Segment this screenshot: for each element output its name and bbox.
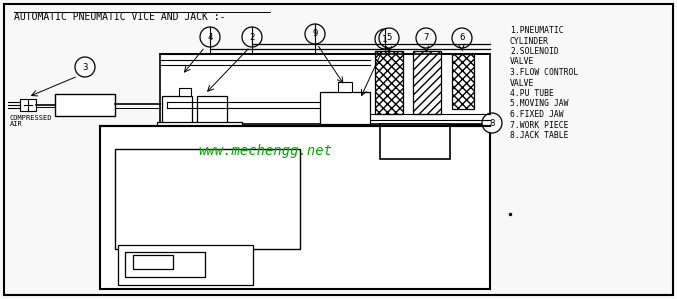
Text: 1: 1 [383, 34, 388, 43]
Circle shape [375, 29, 395, 49]
Text: 6: 6 [459, 33, 464, 42]
Bar [320, 92, 370, 124]
Bar [100, 126, 490, 289]
Text: 3: 3 [83, 62, 88, 71]
Circle shape [200, 27, 220, 47]
Text: 2: 2 [249, 33, 255, 42]
Circle shape [416, 28, 436, 48]
Text: 7.WORK PIECE: 7.WORK PIECE [510, 120, 569, 129]
Bar [115, 149, 300, 249]
Bar [380, 124, 450, 159]
Bar [20, 99, 36, 111]
Circle shape [452, 28, 472, 48]
Bar [160, 54, 490, 124]
Text: 5.MOVING JAW: 5.MOVING JAW [510, 100, 569, 109]
Bar [413, 51, 441, 114]
Text: 6.FIXED JAW: 6.FIXED JAW [510, 110, 564, 119]
Bar [375, 51, 403, 114]
Text: AUTOMATIC PNEUMATIC VICE AND JACK :-: AUTOMATIC PNEUMATIC VICE AND JACK :- [14, 12, 225, 22]
Text: 4: 4 [207, 33, 213, 42]
Text: 4.PU TUBE: 4.PU TUBE [510, 89, 554, 98]
Text: AIR: AIR [10, 121, 23, 127]
Bar [380, 124, 490, 134]
Bar [179, 88, 191, 96]
Text: 9: 9 [312, 30, 318, 39]
Bar [157, 122, 242, 136]
Bar [55, 94, 115, 116]
Text: 7: 7 [423, 33, 429, 42]
Bar [125, 252, 205, 277]
Circle shape [305, 24, 325, 44]
Text: COMPRESSED: COMPRESSED [10, 115, 53, 121]
Bar [452, 54, 474, 109]
Bar [162, 96, 192, 124]
Bar [133, 255, 173, 269]
Text: 5: 5 [387, 33, 392, 42]
Circle shape [242, 27, 262, 47]
Text: 3.FLOW CONTROL: 3.FLOW CONTROL [510, 68, 578, 77]
Text: VALVE: VALVE [510, 79, 534, 88]
Circle shape [379, 28, 399, 48]
Text: CYLINDER: CYLINDER [510, 36, 549, 45]
Text: 8: 8 [489, 118, 495, 127]
Text: VALVE: VALVE [510, 57, 534, 66]
Text: 8.JACK TABLE: 8.JACK TABLE [510, 131, 569, 140]
Text: 2.SOLENOID: 2.SOLENOID [510, 47, 559, 56]
Text: 1.PNEUMATIC: 1.PNEUMATIC [510, 26, 564, 35]
Bar [118, 245, 253, 285]
Bar [338, 82, 352, 92]
Bar [197, 96, 227, 124]
Circle shape [482, 113, 502, 133]
Text: www.mechengg.net: www.mechengg.net [198, 144, 332, 158]
